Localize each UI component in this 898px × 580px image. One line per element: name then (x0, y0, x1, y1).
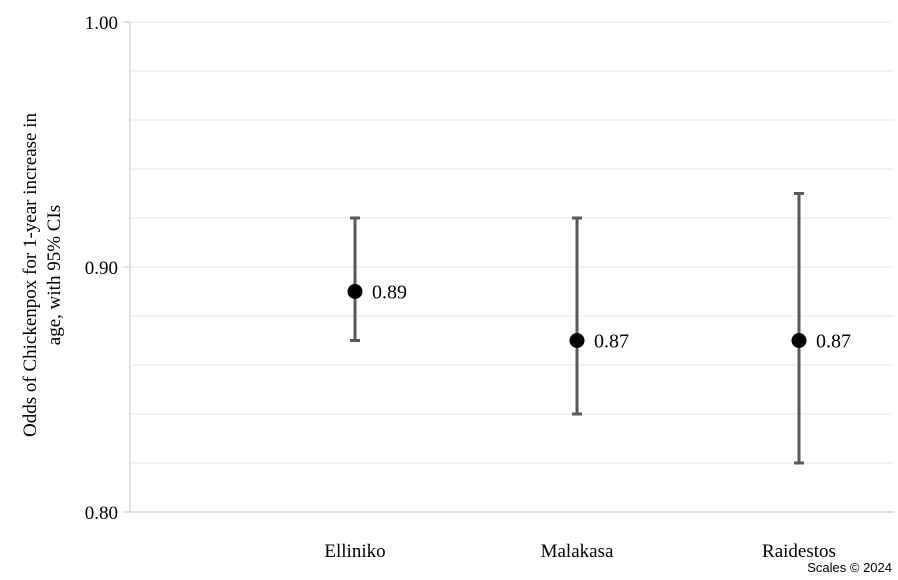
data-point (347, 284, 363, 299)
data-label: 0.87 (594, 331, 629, 353)
data-label: 0.89 (372, 282, 407, 304)
x-category-label: Elliniko (324, 541, 385, 562)
x-category-label: Malakasa (541, 541, 614, 562)
data-point (569, 333, 585, 348)
y-axis-label: Odds of Chickenpox for 1-year increase i… (20, 113, 65, 437)
marks-layer (347, 192, 807, 465)
y-tick-label: 0.80 (85, 503, 118, 524)
x-category-label: Raidestos (762, 541, 836, 562)
y-axis-label-line: Odds of Chickenpox for 1-year increase i… (20, 113, 41, 437)
data-label: 0.87 (816, 331, 851, 353)
data-point (791, 333, 807, 348)
axis-layer (123, 21, 894, 513)
y-axis-label-line: age, with 95% CIs (44, 205, 65, 345)
y-tick-label: 1.00 (85, 13, 118, 34)
y-tick-label: 0.90 (85, 258, 118, 279)
grid-layer (130, 21, 894, 464)
credit-text: Scales © 2024 (807, 560, 892, 575)
label-layer: 0.80 0.90 1.00 Odds of Chickenpox for 1-yea… (20, 13, 851, 562)
